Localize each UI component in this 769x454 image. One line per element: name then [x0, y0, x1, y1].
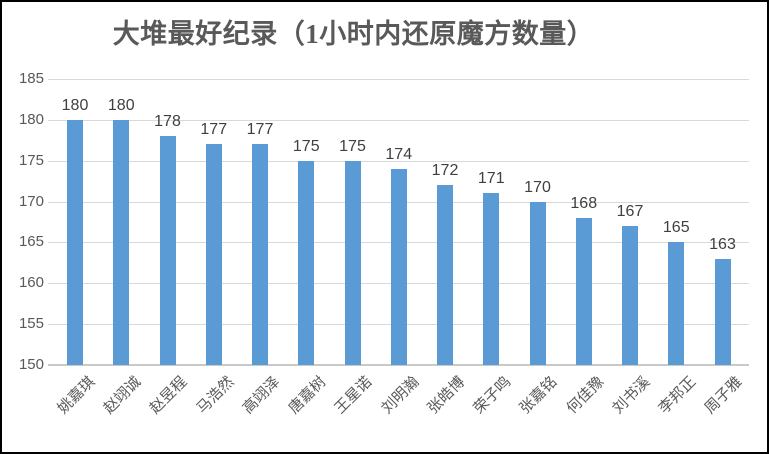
- bar: [483, 193, 500, 365]
- x-category-label: 李邦正: [655, 373, 700, 418]
- x-category-label: 高翊泽: [239, 373, 284, 418]
- x-category-label: 刘书溪: [609, 373, 654, 418]
- y-tick-label: 170: [18, 192, 44, 210]
- y-tick-label: 180: [18, 110, 44, 128]
- x-axis-line: [48, 364, 749, 366]
- y-tick-label: 175: [18, 151, 44, 169]
- bar: [390, 168, 407, 365]
- bar-value-label: 170: [524, 178, 551, 196]
- bar-value-label: 177: [200, 121, 228, 139]
- gridline: [48, 119, 749, 121]
- bar: [113, 119, 130, 365]
- chart-title: 大堆最好纪录（1小时内还原魔方数量）: [112, 19, 595, 49]
- x-category-label: 何佳豫: [563, 373, 608, 418]
- x-category-label: 王星诺: [331, 373, 376, 418]
- bar-value-label: 172: [431, 162, 459, 180]
- x-category-label: 唐嘉树: [285, 373, 330, 418]
- x-category-label: 张皓博: [424, 373, 469, 418]
- y-tick-label: 165: [18, 233, 44, 251]
- y-tick-label: 150: [18, 356, 44, 373]
- bar: [668, 242, 685, 365]
- bar-value-label: 174: [385, 145, 413, 163]
- bar-value-label: 165: [662, 219, 690, 237]
- bar: [575, 217, 592, 365]
- x-category-label: 马浩然: [193, 373, 238, 418]
- x-category-label: 姚嘉琪: [54, 373, 99, 418]
- bar-value-label: 178: [154, 113, 181, 131]
- gridline: [48, 160, 749, 162]
- bar: [344, 160, 361, 365]
- bar-value-label: 168: [570, 194, 598, 212]
- bar-value-label: 177: [246, 121, 274, 139]
- x-category-label: 赵翊诚: [100, 373, 145, 418]
- bar: [67, 119, 83, 365]
- bar-value-label: 175: [292, 137, 320, 155]
- bar-value-label: 180: [61, 96, 89, 114]
- bar: [252, 144, 268, 365]
- x-category-label: 荣子鸣: [470, 373, 515, 418]
- bar: [437, 185, 453, 365]
- bar-value-label: 171: [477, 170, 505, 188]
- bar-value-label: 180: [107, 96, 135, 114]
- bar-value-label: 167: [616, 203, 644, 221]
- bar: [622, 226, 638, 365]
- y-tick-label: 185: [18, 70, 44, 87]
- bar: [298, 160, 315, 365]
- bar: [714, 258, 731, 365]
- x-category-label: 周子雅: [701, 373, 746, 418]
- bar: [529, 201, 546, 365]
- bar: [159, 136, 176, 365]
- bar-value-label: 175: [339, 137, 366, 155]
- x-category-label: 张嘉铭: [516, 373, 561, 418]
- y-tick-label: 155: [18, 315, 44, 333]
- x-category-label: 赵昱程: [146, 373, 191, 418]
- bar: [205, 144, 222, 365]
- bar-value-label: 163: [709, 235, 736, 253]
- gridline: [48, 79, 749, 80]
- x-category-label: 刘明瀚: [378, 373, 423, 418]
- y-tick-label: 160: [18, 274, 44, 292]
